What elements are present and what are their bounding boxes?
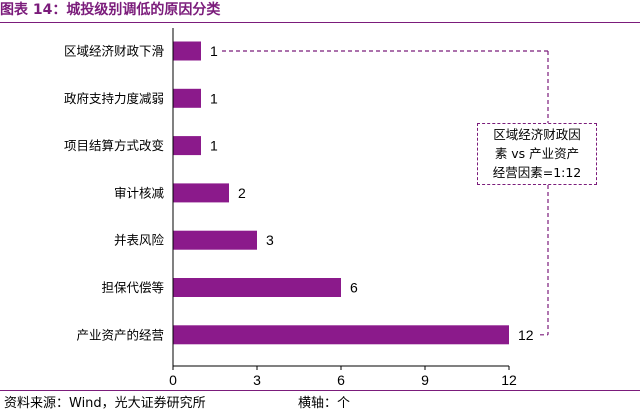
bar bbox=[173, 183, 229, 203]
x-tick-label: 12 bbox=[501, 372, 517, 388]
data-label: 3 bbox=[266, 232, 274, 248]
x-tick-label: 3 bbox=[253, 372, 261, 388]
bar bbox=[173, 88, 201, 108]
annotation-connector-group bbox=[222, 50, 549, 336]
x-tick-label: 6 bbox=[337, 372, 345, 388]
axis-unit-note: 横轴：个 bbox=[298, 396, 351, 411]
category-label: 审计核减 bbox=[114, 185, 165, 200]
bar bbox=[173, 41, 201, 61]
data-label: 2 bbox=[238, 185, 246, 201]
category-label: 政府支持力度减弱 bbox=[64, 91, 164, 106]
data-label: 12 bbox=[518, 327, 534, 343]
x-tick-label: 0 bbox=[169, 372, 177, 388]
category-label: 担保代偿等 bbox=[101, 280, 164, 295]
annotation-line: 经营因素=1:12 bbox=[492, 165, 582, 180]
bar bbox=[173, 278, 341, 297]
data-label: 1 bbox=[210, 43, 218, 59]
category-labels-group: 区域经济财政下滑政府支持力度减弱项目结算方式改变审计核减并表风险担保代偿等产业资… bbox=[64, 44, 165, 343]
chart-title: 图表 14：城投级别调低的原因分类 bbox=[0, 2, 221, 18]
data-label: 1 bbox=[210, 138, 218, 154]
source-note: 资料来源：Wind，光大证券研究所 bbox=[4, 396, 206, 411]
title-divider bbox=[0, 22, 640, 23]
footer-divider bbox=[0, 390, 640, 391]
x-axis-group: 0 3 6 9 12 bbox=[169, 28, 517, 388]
bar bbox=[173, 230, 257, 250]
category-label: 并表风险 bbox=[114, 233, 165, 248]
bar bbox=[173, 325, 509, 345]
bar bbox=[173, 136, 201, 156]
category-label: 区域经济财政下滑 bbox=[64, 44, 164, 59]
annotation-line: 素 vs 产业资产 bbox=[494, 146, 580, 161]
data-label: 1 bbox=[210, 90, 218, 106]
data-label: 6 bbox=[350, 280, 358, 296]
category-label: 项目结算方式改变 bbox=[64, 138, 164, 153]
category-label: 产业资产的经营 bbox=[76, 327, 164, 342]
x-tick-label: 9 bbox=[421, 372, 429, 388]
annotation-box: 区域经济财政因 素 vs 产业资产 经营因素=1:12 bbox=[477, 123, 597, 185]
annotation-line: 区域经济财政因 bbox=[493, 127, 581, 142]
bars-group bbox=[173, 41, 509, 345]
